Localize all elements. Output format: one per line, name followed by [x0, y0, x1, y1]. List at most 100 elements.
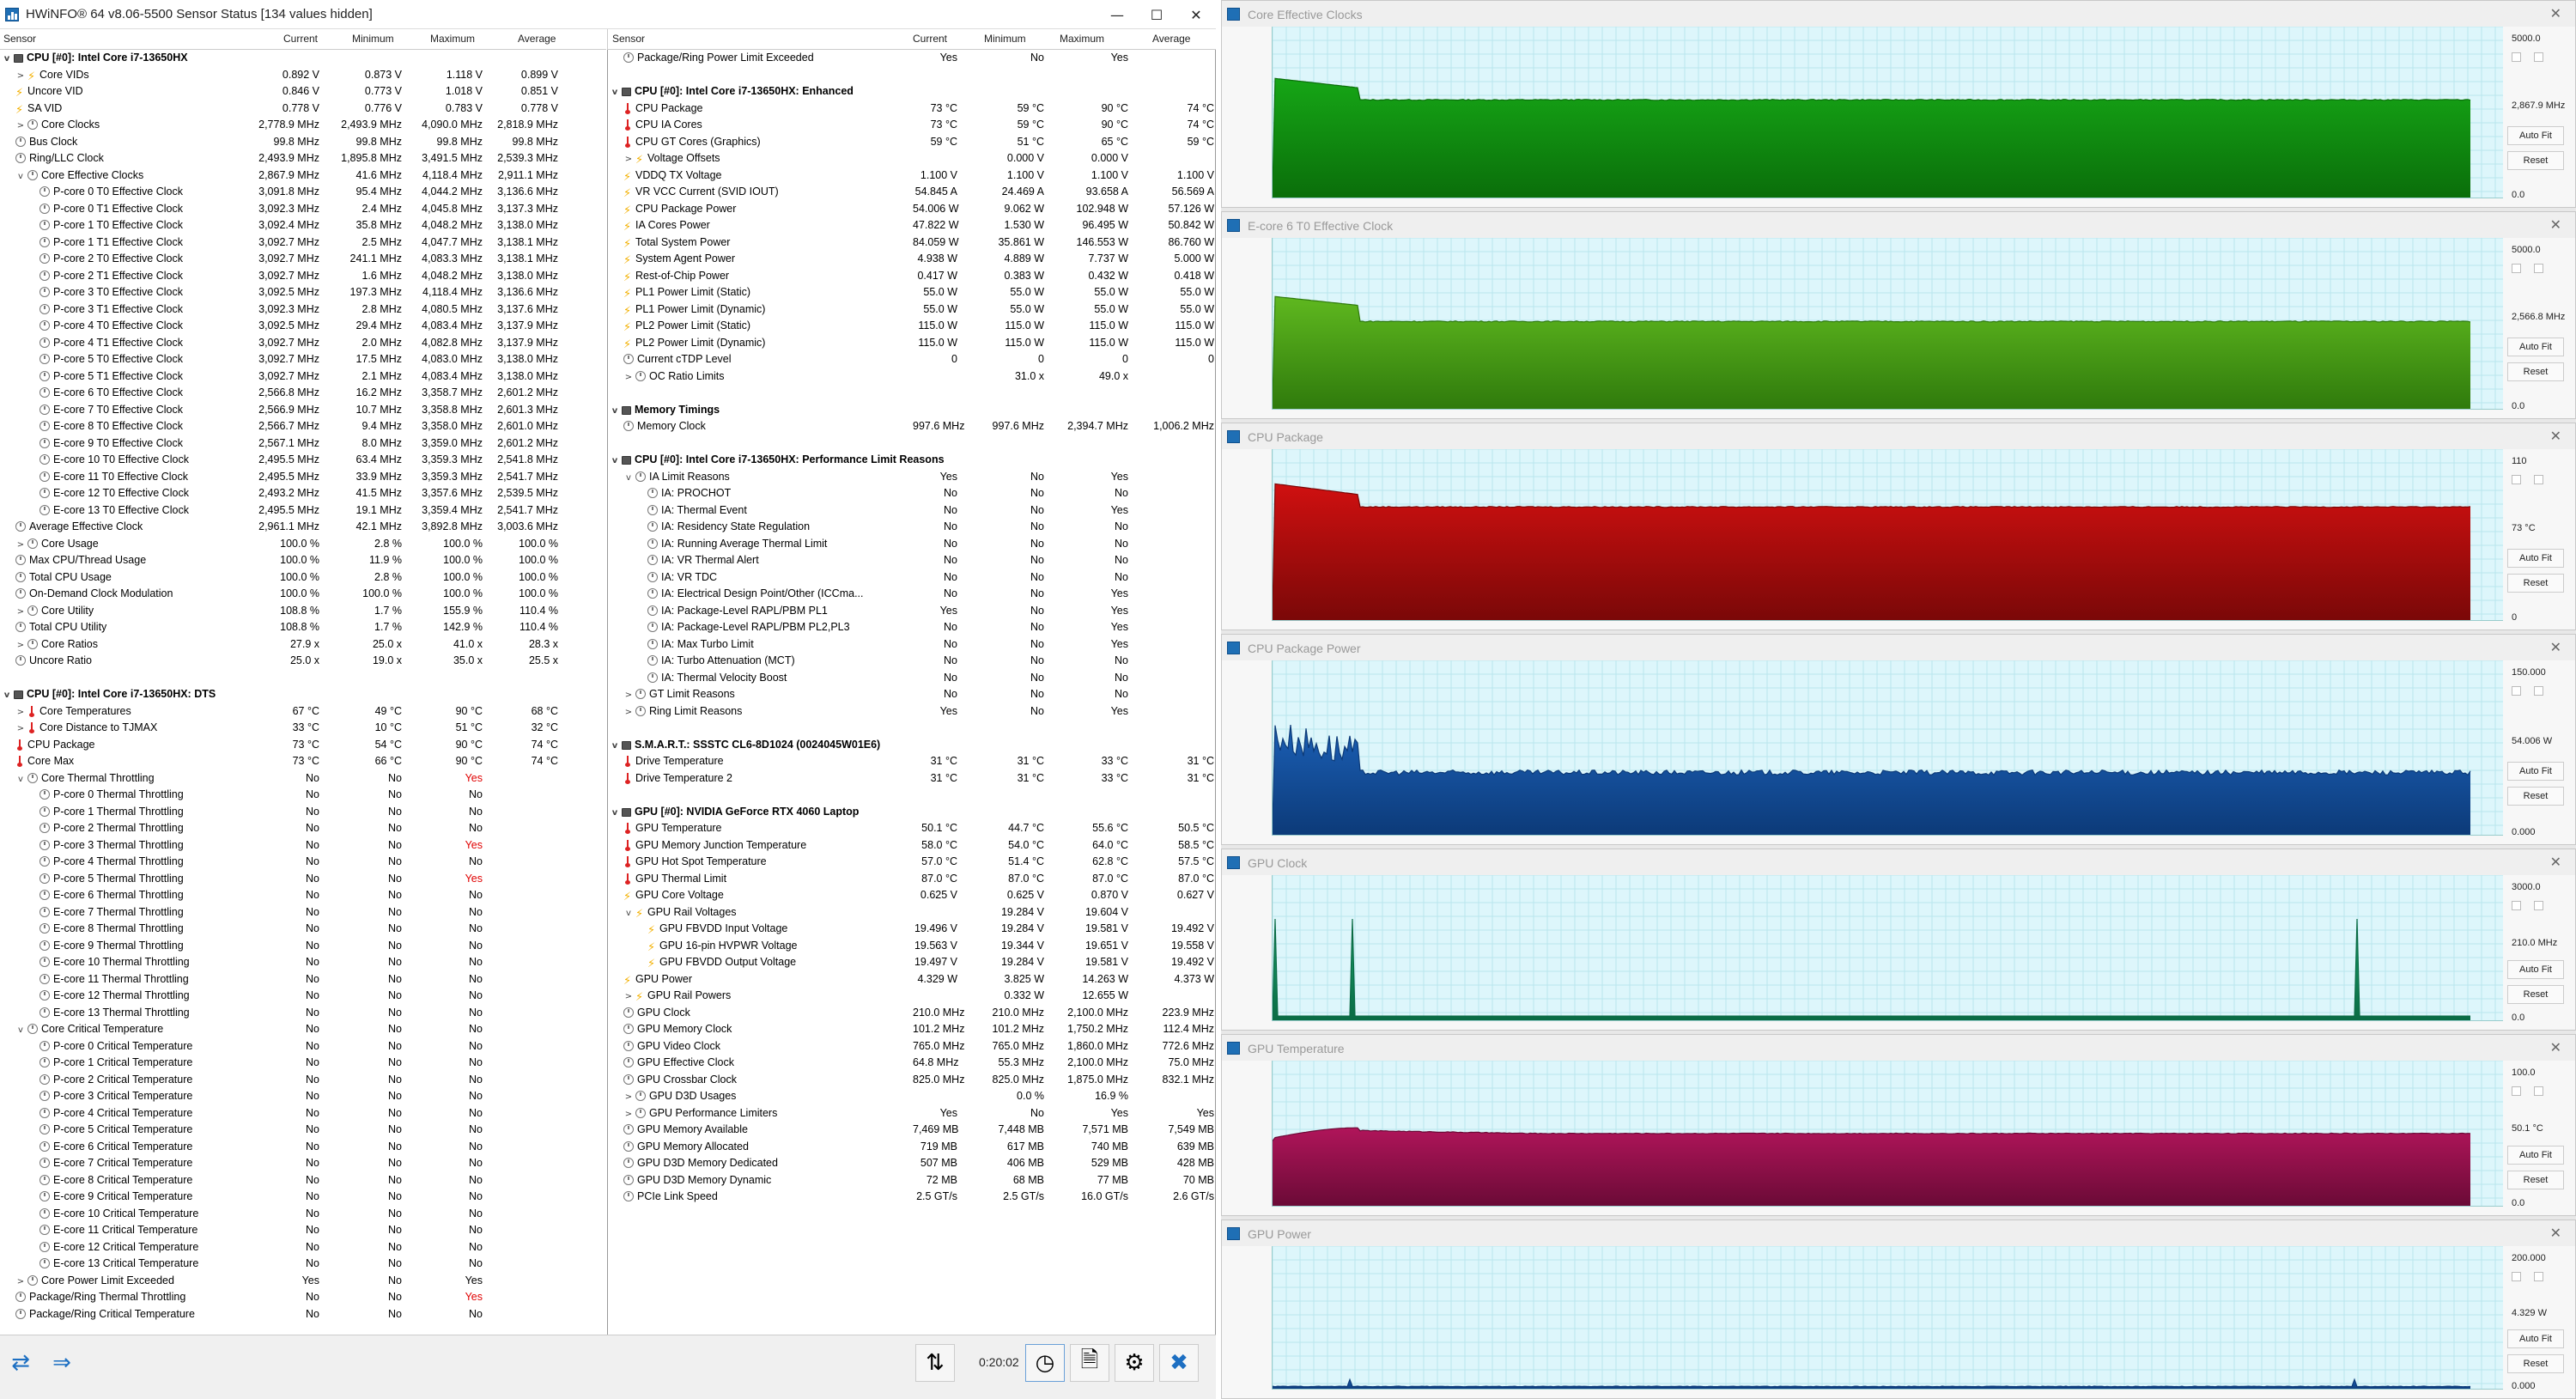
sensor-row[interactable]: Average Effective Clock 2,961.1 MHz 42.1 M…	[0, 519, 606, 536]
sensor-row[interactable]: > ⚡ GPU Rail Powers 0.332 W 12.655 W	[608, 988, 1216, 1005]
expand-toggle-icon[interactable]: >	[624, 1092, 633, 1102]
sensor-row[interactable]: GPU Video Clock 765.0 MHz 765.0 MHz 1,860.0…	[608, 1038, 1216, 1055]
expand-toggle-icon[interactable]: >	[624, 1109, 633, 1119]
sensor-row[interactable]: Current cTDP Level 0 0 0 0	[608, 351, 1216, 368]
expand-toggle-icon[interactable]: >	[16, 606, 25, 617]
graph-window[interactable]: E-core 6 T0 Effective Clock ✕ 5000.0 2,566.…	[1221, 211, 2576, 419]
sensor-row[interactable]: > GT Limit Reasons No No No	[608, 686, 1216, 703]
sensor-row[interactable]: E-core 10 T0 Effective Clock 2,495.5 MHz 6…	[0, 452, 606, 469]
sensor-row[interactable]: Drive Temperature 2 31 °C 31 °C 33 °C 31 °C	[608, 770, 1216, 788]
sensor-row[interactable]: GPU Memory Junction Temperature 58.0 °C 54…	[608, 837, 1216, 855]
graph-window[interactable]: CPU Package Power ✕ 150.000 54.006 W Auto Fi…	[1221, 634, 2576, 845]
sensor-row[interactable]: IA: Turbo Attenuation (MCT) No No No	[608, 653, 1216, 670]
sensor-row[interactable]: E-core 6 Thermal Throttling No No No	[0, 887, 606, 904]
sensor-row[interactable]: E-core 10 Critical Temperature No No No	[0, 1206, 606, 1223]
sensor-row[interactable]: P-core 5 T0 Effective Clock 3,092.7 MHz 17…	[0, 351, 606, 368]
sensor-row[interactable]: GPU Crossbar Clock 825.0 MHz 825.0 MHz 1,87…	[608, 1072, 1216, 1089]
collapse-toggle-icon[interactable]: v	[3, 54, 10, 64]
sensor-row[interactable]: IA: Thermal Velocity Boost No No No	[608, 670, 1216, 687]
reset-button[interactable]: Reset	[2507, 1171, 2564, 1189]
network-icon[interactable]: ⇅	[915, 1344, 955, 1382]
sensor-row[interactable]: P-core 4 T0 Effective Clock 3,092.5 MHz 29…	[0, 318, 606, 335]
sensor-row[interactable]: v IA Limit Reasons Yes No Yes	[608, 469, 1216, 486]
sensor-row[interactable]: E-core 7 T0 Effective Clock 2,566.9 MHz 10…	[0, 402, 606, 419]
sensor-row[interactable]: GPU Effective Clock 64.8 MHz 55.3 MHz 2,100…	[608, 1055, 1216, 1072]
sensor-row[interactable]: > Core Ratios 27.9 x 25.0 x 41.0 x 28.3 x	[0, 636, 606, 654]
expand-toggle-icon[interactable]: >	[16, 724, 25, 733]
sensor-row[interactable]: E-core 8 Thermal Throttling No No No	[0, 921, 606, 938]
sensor-group-header[interactable]: v CPU [#0]: Intel Core i7-13650HX: Enhanc…	[608, 83, 1216, 100]
expand-toggle-icon[interactable]: >	[16, 1276, 25, 1286]
sensor-row[interactable]: P-core 2 T1 Effective Clock 3,092.7 MHz 1.…	[0, 268, 606, 285]
graph-close-icon[interactable]: ✕	[2549, 854, 2561, 870]
sensor-row[interactable]: Package/Ring Power Limit Exceeded Yes No Ye…	[608, 50, 1216, 67]
sensor-row[interactable]: > Ring Limit Reasons Yes No Yes	[608, 703, 1216, 721]
sensor-row[interactable]: ⚡ Uncore VID 0.846 V 0.773 V 1.018 V 0.851 V	[0, 83, 606, 100]
graph-window[interactable]: GPU Temperature ✕ 100.0 50.1 °C Auto Fit Rese…	[1221, 1034, 2576, 1216]
sensor-list-right[interactable]: Package/Ring Power Limit Exceeded Yes No Ye…	[607, 50, 1216, 1335]
sensor-row[interactable]: E-core 12 Critical Temperature No No No	[0, 1239, 606, 1256]
sensor-row[interactable]: On-Demand Clock Modulation 100.0 % 100.0 %…	[0, 586, 606, 603]
sensor-row[interactable]: v Core Effective Clocks 2,867.9 MHz 41.6 MH…	[0, 167, 606, 185]
sensor-row[interactable]: IA: PROCHOT No No No	[608, 485, 1216, 502]
graph-window[interactable]: CPU Package ✕ 110 73 °C Auto Fit Reset 0	[1221, 423, 2576, 630]
col-maximum[interactable]: Maximum	[430, 33, 476, 45]
sensor-row[interactable]: > Core Utility 108.8 % 1.7 % 155.9 % 110.4 %	[0, 603, 606, 620]
graph-option-checkbox[interactable]	[2534, 52, 2543, 62]
expand-toggle-icon[interactable]: >	[624, 372, 633, 382]
sensor-row[interactable]: P-core 2 Thermal Throttling No No No	[0, 820, 606, 837]
sensor-row[interactable]: Ring/LLC Clock 2,493.9 MHz 1,895.8 MHz 3,49…	[0, 150, 606, 167]
sensor-row[interactable]: Core Max 73 °C 66 °C 90 °C 74 °C	[0, 753, 606, 770]
collapse-toggle-icon[interactable]: v	[18, 171, 23, 181]
sensor-row[interactable]: Total CPU Utility 108.8 % 1.7 % 142.9 % 110.…	[0, 619, 606, 636]
left-column-header[interactable]: Sensor Current Minimum Maximum Average	[0, 29, 606, 50]
graph-title-bar[interactable]: CPU Package Power ✕	[1222, 635, 2575, 660]
sensor-row[interactable]: ⚡ PL1 Power Limit (Static) 55.0 W 55.0 W 55.…	[608, 284, 1216, 301]
sensor-row[interactable]: E-core 9 Thermal Throttling No No No	[0, 938, 606, 955]
col-average[interactable]: Average	[1152, 33, 1191, 45]
sensor-row[interactable]: GPU D3D Memory Dedicated 507 MB 406 MB 529 …	[608, 1155, 1216, 1172]
sensor-row[interactable]: E-core 8 Critical Temperature No No No	[0, 1172, 606, 1189]
sensor-row[interactable]: E-core 6 Critical Temperature No No No	[0, 1139, 606, 1156]
auto-fit-button[interactable]: Auto Fit	[2507, 1329, 2564, 1348]
graph-window[interactable]: GPU Clock ✕ 3000.0 210.0 MHz Auto Fit Reset 0.…	[1221, 849, 2576, 1031]
right-column-header[interactable]: Sensor Current Minimum Maximum Average	[607, 29, 1216, 50]
graph-option-checkbox[interactable]	[2512, 1272, 2521, 1281]
sensor-row[interactable]: > Core Clocks 2,778.9 MHz 2,493.9 MHz 4,090.…	[0, 117, 606, 134]
sensor-row[interactable]: ⚡ Rest-of-Chip Power 0.417 W 0.383 W 0.432 W…	[608, 268, 1216, 285]
sensor-row[interactable]: IA: VR Thermal Alert No No No	[608, 552, 1216, 569]
sensor-group-header[interactable]: v Memory Timings	[608, 402, 1216, 419]
sensor-row[interactable]: IA: Package-Level RAPL/PBM PL2,PL3 No No Ye…	[608, 619, 1216, 636]
auto-fit-button[interactable]: Auto Fit	[2507, 549, 2564, 568]
expand-toggle-icon[interactable]: >	[16, 121, 25, 131]
settings-icon[interactable]: ⚙	[1115, 1344, 1154, 1382]
sensor-row[interactable]: ⚡ PL2 Power Limit (Static) 115.0 W 115.0 W 1…	[608, 318, 1216, 335]
sensor-row[interactable]: P-core 4 Thermal Throttling No No No	[0, 854, 606, 871]
sensor-row[interactable]: P-core 2 T0 Effective Clock 3,092.7 MHz 24…	[0, 251, 606, 268]
sensor-list-left[interactable]: v CPU [#0]: Intel Core i7-13650HX > ⚡ Core V…	[0, 50, 606, 1335]
graph-title-bar[interactable]: E-core 6 T0 Effective Clock ✕	[1222, 212, 2575, 238]
sensor-row[interactable]: Uncore Ratio 25.0 x 19.0 x 35.0 x 25.5 x	[0, 653, 606, 670]
sensor-row[interactable]: IA: VR TDC No No No	[608, 569, 1216, 587]
graph-title-bar[interactable]: Core Effective Clocks ✕	[1222, 1, 2575, 27]
sensor-row[interactable]: ⚡ PL1 Power Limit (Dynamic) 55.0 W 55.0 W 55…	[608, 301, 1216, 319]
sensor-row[interactable]: P-core 1 T0 Effective Clock 3,092.4 MHz 35…	[0, 217, 606, 234]
graph-window[interactable]: Core Effective Clocks ✕ 5000.0 2,867.9 MHz A…	[1221, 0, 2576, 208]
col-maximum[interactable]: Maximum	[1060, 33, 1105, 45]
sensor-row[interactable]: GPU Thermal Limit 87.0 °C 87.0 °C 87.0 °C 87…	[608, 871, 1216, 888]
sensor-row[interactable]: E-core 7 Thermal Throttling No No No	[0, 904, 606, 922]
sensor-row[interactable]: CPU Package 73 °C 54 °C 90 °C 74 °C	[0, 737, 606, 754]
sensor-group-header[interactable]: v CPU [#0]: Intel Core i7-13650HX: Perfor…	[608, 452, 1216, 469]
sensor-row[interactable]: P-core 5 Thermal Throttling No No Yes	[0, 871, 606, 888]
collapse-toggle-icon[interactable]: v	[611, 456, 618, 465]
sensor-row[interactable]: E-core 11 T0 Effective Clock 2,495.5 MHz 3…	[0, 469, 606, 486]
sensor-row[interactable]: E-core 8 T0 Effective Clock 2,566.7 MHz 9.…	[0, 418, 606, 435]
expand-toggle-icon[interactable]: >	[16, 707, 25, 717]
sensor-row[interactable]: CPU Package 73 °C 59 °C 90 °C 74 °C	[608, 100, 1216, 118]
sensor-row[interactable]: GPU Temperature 50.1 °C 44.7 °C 55.6 °C 50.5…	[608, 820, 1216, 837]
sensor-row[interactable]: P-core 4 Critical Temperature No No No	[0, 1105, 606, 1122]
col-sensor[interactable]: Sensor	[3, 33, 37, 45]
sensor-row[interactable]: E-core 11 Critical Temperature No No No	[0, 1222, 606, 1239]
sensor-row[interactable]: P-core 0 Thermal Throttling No No No	[0, 787, 606, 804]
sensor-row[interactable]: ⚡ GPU 16-pin HVPWR Voltage 19.563 V 19.344 …	[608, 938, 1216, 955]
